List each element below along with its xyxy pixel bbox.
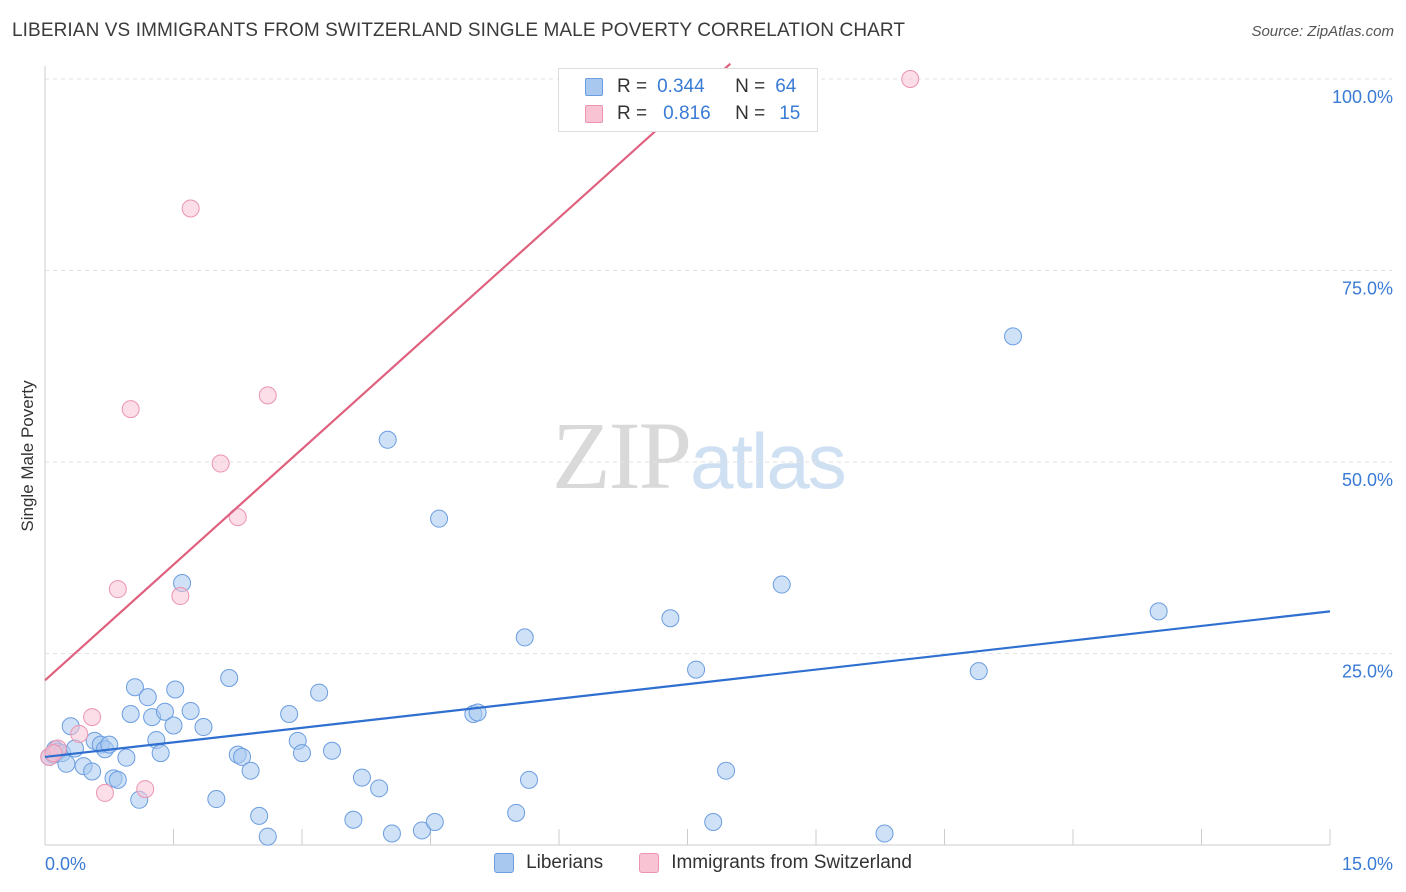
bottom-legend-label-liberians: Liberians — [526, 852, 604, 873]
switzerland-point — [136, 780, 155, 799]
liberians-point — [875, 824, 894, 843]
liberians-point — [430, 509, 449, 528]
liberians-point — [507, 803, 526, 822]
liberians-point — [207, 790, 226, 809]
liberians-point — [661, 609, 680, 628]
bottom-legend-swatch-switzerland — [639, 853, 660, 873]
switzerland-point — [211, 454, 230, 473]
legend-n-value: 15 — [779, 103, 801, 124]
liberians-point — [310, 683, 329, 702]
bottom-legend-liberians: Liberians — [494, 852, 603, 874]
chart-source: Source: ZipAtlas.com — [1251, 23, 1394, 40]
watermark-atlas: atlas — [690, 417, 847, 505]
bottom-legend-label-switzerland: Immigrants from Switzerland — [671, 852, 912, 873]
liberians-point — [241, 761, 260, 780]
liberians-point — [1149, 602, 1168, 621]
switzerland-point — [121, 400, 140, 419]
liberians-point — [687, 660, 706, 679]
liberians-point — [117, 748, 136, 767]
switzerland-point — [95, 783, 114, 802]
switzerland-point — [108, 580, 127, 599]
liberians-point — [352, 768, 371, 787]
bottom-legend-switzerland: Immigrants from Switzerland — [639, 852, 912, 874]
liberians-point — [322, 741, 341, 760]
legend-swatch-liberians — [585, 78, 603, 96]
liberians-point — [1004, 327, 1023, 346]
liberians-point — [194, 718, 213, 737]
liberians-point — [704, 813, 723, 832]
liberians-point — [181, 701, 200, 720]
liberians-point — [220, 669, 239, 688]
liberians-point — [293, 744, 311, 763]
watermark: ZIPatlas — [552, 400, 847, 511]
liberians-point — [258, 827, 277, 846]
liberians-point — [969, 662, 988, 681]
liberians-point — [164, 716, 183, 735]
liberians-point — [155, 702, 174, 721]
legend: R = 0.344 N = 64 R = 0.816 N = 15 — [558, 68, 818, 132]
y-tick-label: 75.0% — [1342, 279, 1393, 299]
legend-r-label: R = — [617, 103, 648, 124]
switzerland-point — [171, 587, 190, 606]
liberians-point — [233, 747, 252, 766]
liberians-point — [425, 813, 444, 832]
liberians-point — [382, 824, 401, 843]
y-axis-label: Single Male Poverty — [18, 380, 37, 532]
liberians-point — [151, 744, 170, 763]
legend-row-liberians: R = 0.344 N = 64 — [585, 75, 796, 99]
liberians-point — [166, 680, 185, 699]
x-tick-label: 15.0% — [1342, 854, 1393, 874]
liberians-point — [370, 779, 389, 798]
liberians-point — [121, 705, 140, 724]
liberians-point — [520, 770, 539, 789]
legend-n-value: 64 — [775, 76, 797, 97]
y-tick-label: 50.0% — [1342, 470, 1393, 490]
liberians-point — [108, 770, 127, 789]
legend-n-label: N = — [735, 76, 766, 97]
legend-row-switzerland: R = 0.816 N = 15 — [585, 102, 800, 126]
liberians-point — [378, 430, 397, 449]
legend-r-value: 0.816 — [663, 103, 711, 124]
switzerland-point — [70, 724, 89, 743]
liberians-point — [515, 628, 534, 647]
liberians-point — [83, 762, 102, 781]
chart-title: LIBERIAN VS IMMIGRANTS FROM SWITZERLAND … — [12, 20, 906, 41]
liberians-point — [772, 575, 791, 594]
switzerland-point — [44, 744, 63, 763]
watermark-zip: ZIP — [552, 402, 692, 509]
legend-r-label: R = — [617, 76, 648, 97]
switzerland-point — [83, 708, 102, 727]
liberians-point — [344, 810, 363, 829]
switzerland-point — [901, 70, 920, 88]
liberians-point — [250, 806, 269, 825]
bottom-legend-swatch-liberians — [494, 853, 515, 873]
liberians-point — [412, 821, 431, 840]
y-tick-label: 100.0% — [1332, 87, 1393, 107]
liberians-point — [138, 688, 157, 707]
switzerland-trendline — [44, 62, 732, 682]
legend-n-label: N = — [735, 103, 766, 124]
legend-swatch-switzerland — [585, 105, 603, 123]
x-tick-label: 0.0% — [45, 854, 86, 874]
liberians-point — [125, 678, 144, 697]
switzerland-point — [181, 199, 200, 218]
switzerland-point — [228, 508, 247, 527]
bottom-legend: Liberians Immigrants from Switzerland — [0, 852, 1406, 874]
switzerland-point — [258, 386, 277, 405]
legend-r-value: 0.344 — [657, 76, 705, 97]
y-tick-label: 25.0% — [1342, 662, 1393, 682]
liberians-trendline — [44, 610, 1331, 759]
liberians-point — [280, 705, 299, 724]
liberians-point — [717, 761, 736, 780]
